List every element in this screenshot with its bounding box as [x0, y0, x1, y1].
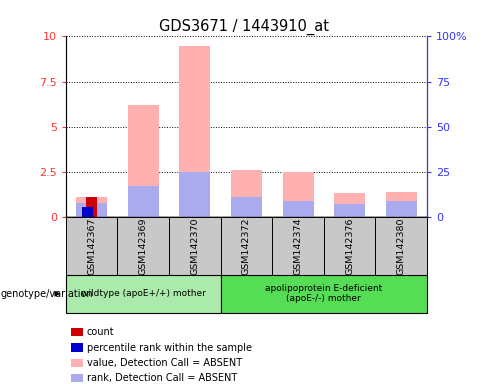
Bar [334, 194, 365, 217]
Text: GSM142369: GSM142369 [139, 217, 148, 275]
Bar [76, 202, 107, 217]
Bar [231, 197, 262, 217]
Text: GSM142370: GSM142370 [190, 217, 200, 275]
Bar [118, 217, 169, 275]
Bar [180, 46, 210, 217]
Bar [86, 197, 97, 217]
Text: percentile rank within the sample: percentile rank within the sample [87, 343, 252, 353]
Text: GSM142374: GSM142374 [293, 217, 303, 275]
Text: value, Detection Call = ABSENT: value, Detection Call = ABSENT [87, 358, 242, 368]
Bar [66, 275, 221, 313]
Bar [386, 201, 417, 217]
Text: GSM142376: GSM142376 [345, 217, 354, 275]
Bar [375, 217, 427, 275]
Bar [386, 192, 417, 217]
Bar [283, 201, 313, 217]
Bar [180, 172, 210, 217]
Text: GSM142367: GSM142367 [87, 217, 96, 275]
Bar [169, 217, 221, 275]
Text: rank, Detection Call = ABSENT: rank, Detection Call = ABSENT [87, 373, 237, 383]
Bar [76, 197, 107, 217]
Bar [128, 186, 159, 217]
Text: genotype/variation: genotype/variation [0, 289, 93, 299]
Bar [231, 170, 262, 217]
Bar [82, 207, 93, 217]
Bar [334, 204, 365, 217]
Bar [324, 217, 375, 275]
Text: GDS3671 / 1443910_at: GDS3671 / 1443910_at [159, 19, 329, 35]
Text: wildtype (apoE+/+) mother: wildtype (apoE+/+) mother [81, 289, 206, 298]
Bar [272, 217, 324, 275]
Text: GSM142380: GSM142380 [397, 217, 406, 275]
Bar [66, 217, 118, 275]
Text: count: count [87, 327, 115, 337]
Bar [283, 172, 313, 217]
Bar [128, 105, 159, 217]
Bar [221, 217, 272, 275]
Bar [221, 275, 427, 313]
Text: GSM142372: GSM142372 [242, 217, 251, 275]
Text: apolipoprotein E-deficient
(apoE-/-) mother: apolipoprotein E-deficient (apoE-/-) mot… [265, 284, 383, 303]
